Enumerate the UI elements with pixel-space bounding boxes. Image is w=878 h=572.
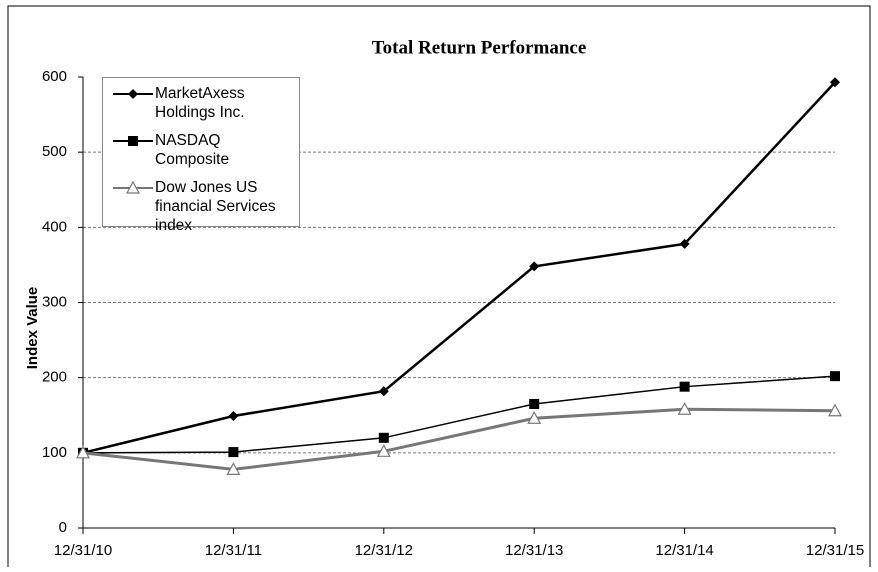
data-point — [830, 77, 840, 88]
legend-marker — [128, 136, 138, 146]
y-tick-label: 600 — [42, 68, 67, 85]
y-tick-label: 400 — [42, 218, 67, 235]
legend-label: NASDAQ Composite — [155, 132, 230, 168]
legend-entry: MarketAxess Holdings Inc. — [103, 84, 295, 122]
y-tick-label: 0 — [59, 519, 67, 536]
chart-border — [7, 5, 871, 572]
y-axis-label: Index Value — [24, 287, 41, 370]
data-point — [378, 386, 389, 397]
y-tick-label: 300 — [42, 293, 67, 310]
x-tick-label: 12/31/10 — [54, 542, 112, 559]
data-point — [529, 261, 540, 272]
data-point — [527, 411, 542, 424]
data-point — [679, 238, 690, 249]
x-tick-label: 12/31/11 — [205, 542, 262, 559]
series-line — [82, 375, 836, 454]
legend-label: MarketAxess Holdings Inc. — [155, 85, 245, 121]
x-tick-label: 12/31/12 — [355, 542, 413, 559]
data-point — [677, 401, 692, 415]
x-tick-label: 12/31/15 — [806, 542, 864, 559]
data-point — [378, 432, 389, 443]
data-point — [830, 371, 840, 382]
series-line — [82, 407, 836, 471]
data-point — [228, 447, 239, 458]
data-point — [827, 403, 843, 417]
legend-entry: Dow Jones US financial Services index — [103, 178, 295, 235]
data-point — [529, 398, 540, 409]
legend: MarketAxess Holdings Inc. NASDAQ Composit… — [102, 77, 300, 234]
legend-label: Dow Jones US financial Services index — [155, 179, 276, 234]
data-point — [376, 444, 391, 457]
data-point — [75, 445, 91, 459]
y-tick-label: 200 — [42, 369, 67, 386]
y-tick-label: 100 — [42, 444, 67, 461]
legend-marker — [125, 180, 141, 194]
legend-icon — [113, 89, 153, 99]
chart-title: Total Return Performance — [372, 37, 587, 58]
data-point — [226, 462, 241, 475]
y-tick-label: 500 — [42, 143, 67, 160]
series-line — [82, 81, 836, 455]
legend-icon — [113, 180, 153, 194]
legend-entry: NASDAQ Composite — [103, 131, 295, 169]
data-point — [679, 381, 690, 392]
data-point — [228, 411, 239, 422]
legend-icon — [113, 136, 153, 146]
x-tick-label: 12/31/14 — [655, 542, 713, 559]
legend-marker — [128, 89, 138, 99]
x-tick-label: 12/31/13 — [505, 542, 563, 559]
